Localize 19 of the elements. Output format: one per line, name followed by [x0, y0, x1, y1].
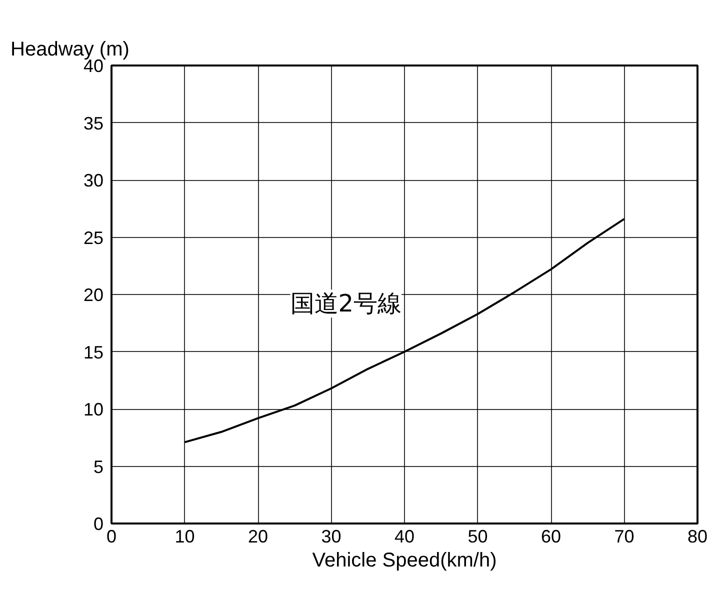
- x-tick-label: 30: [321, 526, 342, 546]
- x-tick-label: 50: [468, 526, 488, 546]
- x-tick-label: 0: [106, 526, 117, 546]
- y-tick-label: 35: [83, 113, 104, 134]
- y-tick-label: 30: [83, 170, 104, 190]
- x-tick-label: 10: [174, 526, 195, 546]
- y-tick-label: 5: [93, 456, 104, 477]
- y-tick-label: 10: [83, 400, 104, 420]
- y-tick-label: 25: [83, 228, 104, 248]
- x-tick-label: 70: [614, 526, 634, 546]
- x-tick-label: 20: [248, 526, 268, 546]
- y-tick-label: 15: [83, 342, 104, 362]
- x-tick-label: 60: [540, 526, 562, 546]
- x-tick-label: 80: [687, 526, 708, 546]
- annotation: 国道2号線: [290, 290, 402, 318]
- y-tick-label: 20: [83, 285, 104, 305]
- x-axis-title: Vehicle Speed(km/h): [312, 550, 497, 572]
- y-tick-label: 0: [93, 514, 104, 534]
- x-tick-label: 40: [394, 526, 415, 546]
